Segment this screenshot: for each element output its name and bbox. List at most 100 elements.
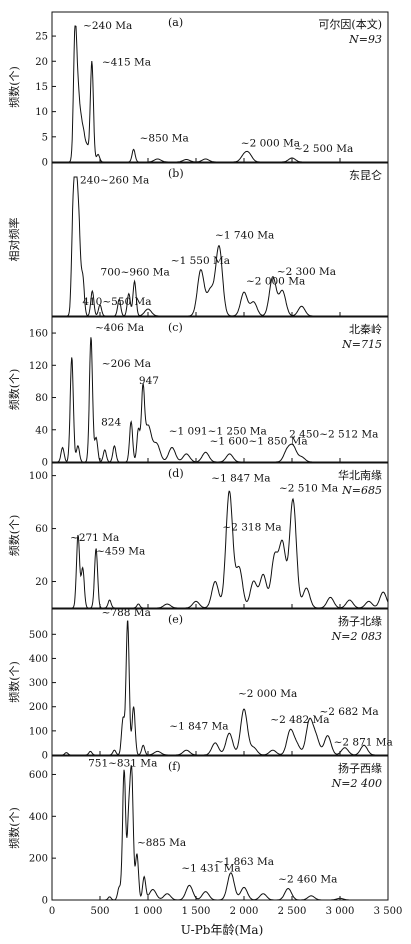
peak-annotation: ~2 300 Ma xyxy=(277,266,336,278)
peak-annotation: ~2 000 Ma xyxy=(246,275,305,287)
peak-annotation: ~1 847 Ma xyxy=(169,720,228,732)
series-line xyxy=(52,176,388,317)
panel-frame xyxy=(51,462,389,609)
panel-frame xyxy=(51,162,389,317)
peak-annotation: ~788 Ma xyxy=(102,607,151,619)
y-tick-label: 0 xyxy=(42,751,48,762)
sample-count: N=93 xyxy=(348,33,382,46)
series-line xyxy=(52,620,388,756)
panel-frame xyxy=(51,11,389,163)
y-tick-label: 0 xyxy=(42,896,48,907)
panel-label: (d) xyxy=(168,467,184,480)
peak-annotation: ~2 500 Ma xyxy=(294,143,353,155)
x-tick-label: 2 000 xyxy=(230,906,259,917)
panel-label: (c) xyxy=(168,321,183,334)
peak-annotation: ~2 460 Ma xyxy=(278,873,337,885)
y-axis-label: 频数(个) xyxy=(7,807,21,849)
peak-annotation: ~1 863 Ma xyxy=(215,856,274,868)
series-line xyxy=(52,490,389,609)
panel-label: (a) xyxy=(168,16,183,29)
sample-count: N=2 083 xyxy=(331,630,382,643)
region-name: 扬子北缘 xyxy=(338,614,382,628)
peak-annotation: ~206 Ma xyxy=(102,358,151,370)
y-tick-label: 160 xyxy=(29,329,48,340)
y-tick-label: 200 xyxy=(29,854,48,865)
peak-annotation: 240~260 Ma xyxy=(80,175,149,187)
x-axis: 0 500 1 000 1 500 2 000 2 500 3 000 3 500 xyxy=(49,906,403,917)
y-tick-label: 20 xyxy=(35,577,48,588)
x-tick-label: 2 500 xyxy=(278,906,307,917)
peak-annotation: 2 450~2 512 Ma xyxy=(289,428,378,440)
y-axis-label: 频数(个) xyxy=(7,515,21,557)
peak-annotation: 751~831 Ma xyxy=(88,757,157,769)
sample-count: N=685 xyxy=(341,484,382,497)
y-tick-label: 400 xyxy=(29,654,48,665)
panel-label: (f) xyxy=(168,760,181,773)
y-axis-label: 频数(个) xyxy=(7,661,21,703)
region-name: 扬子西缘 xyxy=(338,761,382,775)
peak-annotation: ~2 510 Ma xyxy=(279,482,338,494)
sample-count: N=2 400 xyxy=(331,777,382,790)
peak-annotation: ~1 550 Ma xyxy=(171,255,230,267)
peak-annotation: ~271 Ma xyxy=(70,532,119,544)
y-tick-label: 600 xyxy=(29,770,48,781)
peak-annotation: ~885 Ma xyxy=(137,837,186,849)
y-tick-label: 60 xyxy=(35,524,48,535)
peak-annotation: 947 xyxy=(139,375,159,387)
y-tick-label: 200 xyxy=(29,702,48,713)
y-tick-label: 0 xyxy=(42,458,48,469)
peak-annotation: ~1 740 Ma xyxy=(215,230,274,242)
peak-annotation: ~1 431 Ma xyxy=(181,862,240,874)
panels-group: 0 5 10 15 20 25 频数(个) (a) 可尔因(本文) N=93 ~240 Ma ~415… xyxy=(7,11,393,907)
panel-b: 相对频率 (b) 东昆仑 240~260 Ma 410~550 Ma 700~960 Ma… xyxy=(7,162,389,317)
y-axis-label: 频数(个) xyxy=(7,66,21,108)
x-tick-label: 1 000 xyxy=(134,906,163,917)
peak-annotation: ~1 600~1 850 Ma xyxy=(210,435,308,447)
y-tick-label: 400 xyxy=(29,812,48,823)
panel-a: 0 5 10 15 20 25 频数(个) (a) 可尔因(本文) N=93 ~240 Ma ~415… xyxy=(7,11,389,169)
panel-f: 0 200 400 600 频数(个) (f) 扬子西缘 N=2 400 751~831 Ma ~… xyxy=(7,755,389,907)
panel-label: (e) xyxy=(168,613,183,626)
y-tick-label: 300 xyxy=(29,678,48,689)
y-tick-label: 15 xyxy=(35,82,48,93)
region-name: 华北南缘 xyxy=(338,468,382,482)
series-line xyxy=(52,765,388,901)
peak-annotation: ~1 847 Ma xyxy=(211,473,270,485)
y-tick-label: 20 xyxy=(35,57,48,68)
x-tick-label: 3 000 xyxy=(326,906,355,917)
y-tick-label: 10 xyxy=(35,107,48,118)
x-tick-label: 1 500 xyxy=(182,906,211,917)
peak-annotation: 410~550 Ma xyxy=(82,296,151,308)
x-axis-label: U-Pb年龄(Ma) xyxy=(181,923,264,937)
panel-d: 20 60 100 频数(个) (d) 华北南缘 N=685 ~1 847 Ma ~2 510 … xyxy=(7,462,389,609)
peak-annotation: ~2 000 Ma xyxy=(241,137,300,149)
peak-annotation: ~2 000 Ma xyxy=(238,688,297,700)
peak-annotation: ~415 Ma xyxy=(102,56,151,68)
panel-label: (b) xyxy=(168,167,184,180)
x-tick-label: 0 xyxy=(49,906,55,917)
y-tick-label: 80 xyxy=(35,393,48,404)
panel-frame xyxy=(51,608,389,756)
region-name: 东昆仑 xyxy=(349,168,382,182)
peak-annotation: ~406 Ma xyxy=(95,322,144,334)
y-tick-label: 100 xyxy=(29,726,48,737)
sample-count: N=715 xyxy=(341,338,382,351)
peak-annotation: ~2 871 Ma xyxy=(334,737,393,749)
y-axis-label: 频数(个) xyxy=(7,369,21,411)
peak-annotation: ~459 Ma xyxy=(96,545,145,557)
y-tick-label: 5 xyxy=(42,132,48,143)
x-tick-label: 500 xyxy=(90,906,109,917)
peak-annotation: ~850 Ma xyxy=(140,132,189,144)
panel-e: 0 100 200 300 400 500 频数(个) (e) 扬子北缘 N=2 083 ~788 … xyxy=(7,607,393,762)
peak-annotation: ~1 091~1 250 Ma xyxy=(169,425,267,437)
panel-c: 0 40 80 120 160 频数(个) (c) 北秦岭 N=715 ~406 Ma ~206 M… xyxy=(7,316,389,469)
peak-annotation: ~2 682 Ma xyxy=(319,706,378,718)
y-tick-label: 120 xyxy=(29,361,48,372)
series-line xyxy=(52,337,388,463)
y-axis-label: 相对频率 xyxy=(7,218,21,262)
x-tick-label: 3 500 xyxy=(374,906,403,917)
y-tick-label: 40 xyxy=(35,425,48,436)
region-name: 北秦岭 xyxy=(349,322,382,336)
peak-annotation: ~2 482 Ma xyxy=(270,714,329,726)
